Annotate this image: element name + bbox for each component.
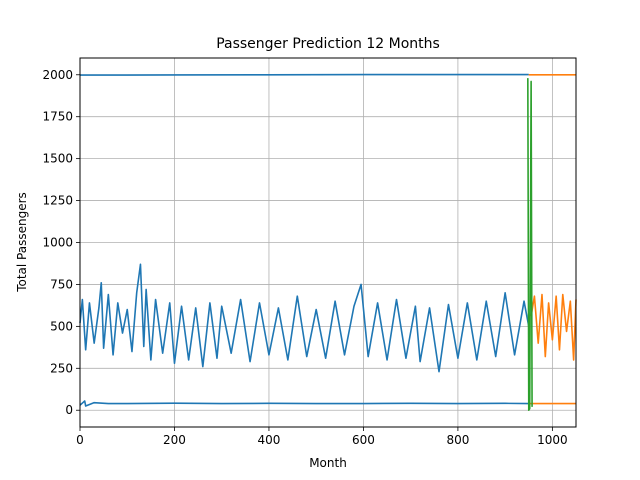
y-axis-title: Total Passengers [15, 192, 29, 293]
y-tick-label: 750 [50, 277, 73, 291]
chart-title: Passenger Prediction 12 Months [216, 36, 440, 52]
series-history-passengers [79, 263, 530, 373]
y-tick-label: 500 [50, 319, 73, 333]
grid [79, 58, 576, 427]
series-history-bottom [79, 400, 529, 407]
x-axis-title: Month [309, 456, 347, 470]
x-tick-label: 400 [257, 433, 280, 447]
y-tick-label: 2000 [42, 68, 73, 82]
x-tick-label: 0 [76, 433, 84, 447]
x-tick-label: 600 [352, 433, 375, 447]
series-forecast-passengers [530, 293, 577, 361]
y-tick-label: 1000 [42, 236, 73, 250]
y-tick-label: 1750 [42, 110, 73, 124]
x-tick-label: 200 [163, 433, 186, 447]
y-tick-label: 0 [65, 403, 73, 417]
x-tick-label: 1000 [537, 433, 568, 447]
x-tick-label: 800 [446, 433, 469, 447]
series-transition [527, 78, 533, 412]
axis-ticks: 0 200 400 600 800 1000 0 250 500 750 1000 1250 1500 1… [42, 68, 567, 447]
series-history-top [80, 73, 529, 76]
y-tick-label: 1500 [42, 152, 73, 166]
y-tick-label: 250 [50, 361, 73, 375]
y-tick-label: 1250 [42, 194, 73, 208]
plot-lines [79, 73, 577, 412]
